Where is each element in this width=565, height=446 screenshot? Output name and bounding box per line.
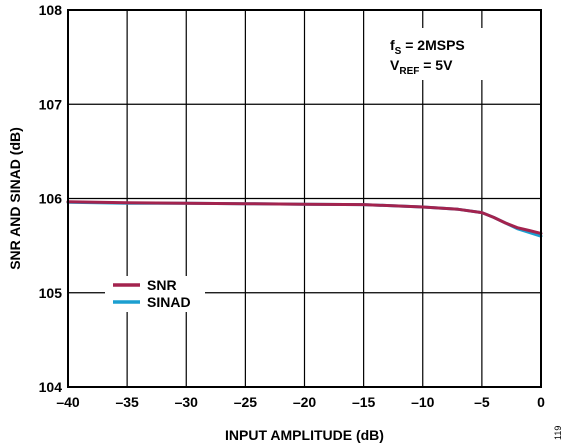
- y-tick-label: 107: [39, 96, 63, 112]
- x-tick-label: –40: [56, 394, 80, 410]
- x-tick-label: –25: [234, 394, 258, 410]
- plot-frame: [67, 9, 542, 388]
- series-line-snr: [66, 200, 543, 235]
- legend-label-snr: SNR: [147, 277, 177, 293]
- x-tick-label: –5: [474, 394, 490, 410]
- x-tick-label: –30: [175, 394, 199, 410]
- y-axis-title: SNR AND SINAD (dB): [7, 127, 23, 270]
- x-tick-label: –15: [352, 394, 376, 410]
- series-lines: [66, 200, 543, 238]
- x-tick-label: –20: [293, 394, 317, 410]
- annotation-line: fS = 2MSPS: [390, 37, 465, 57]
- y-tick-label: 108: [39, 2, 63, 18]
- y-tick-label: 105: [39, 285, 63, 301]
- x-axis-title: INPUT AMPLITUDE (dB): [225, 427, 384, 443]
- annotation-line: VREF = 5V: [390, 57, 453, 77]
- legend-label-sinad: SINAD: [147, 294, 191, 310]
- x-tick-label: 0: [537, 394, 545, 410]
- annotation-background: [384, 28, 514, 80]
- y-tick-label: 106: [39, 191, 63, 207]
- y-tick-label: 104: [39, 379, 63, 395]
- legend-background: [105, 276, 205, 312]
- x-tick-label: –35: [115, 394, 139, 410]
- tick-labels: –40 –35 –30 –25 –20 –15 –10 –5 0 104 105 106 107 108: [39, 2, 545, 410]
- x-tick-label: –10: [411, 394, 435, 410]
- figure-id-label: 119: [553, 426, 563, 440]
